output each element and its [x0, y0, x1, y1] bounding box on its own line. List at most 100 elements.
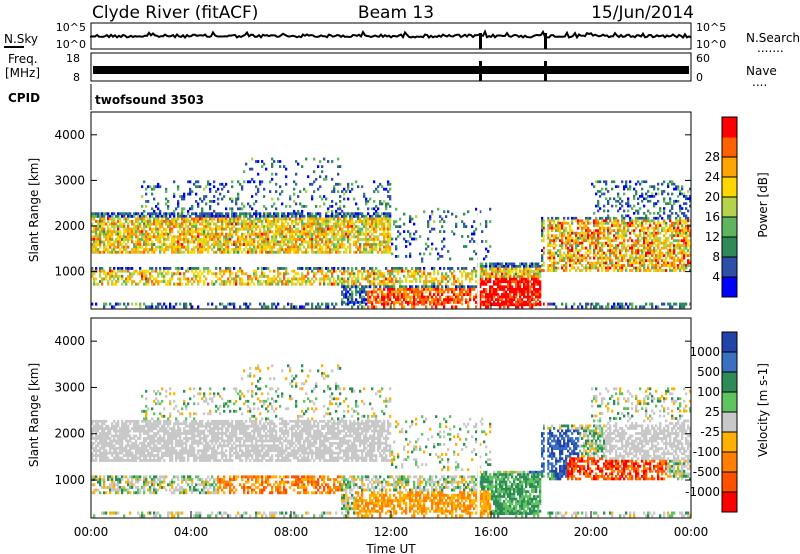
heatmap-cell — [289, 248, 292, 252]
heatmap-cell — [375, 238, 378, 241]
heatmap-cell — [637, 256, 640, 260]
heatmap-cell — [125, 238, 128, 241]
heatmap-cell — [167, 238, 170, 241]
heatmap-cell — [549, 249, 552, 252]
heatmap-cell — [319, 248, 322, 252]
heatmap-cell — [519, 280, 522, 284]
heatmap-cell — [139, 230, 142, 234]
heatmap-cell — [173, 248, 176, 252]
heatmap-cell — [485, 275, 488, 278]
heatmap-cell — [277, 217, 280, 221]
heatmap-cell — [137, 225, 140, 228]
heatmap-cell — [669, 246, 672, 250]
heatmap-cell — [353, 225, 356, 228]
heatmap-cell — [233, 248, 236, 252]
heatmap-cell — [119, 274, 122, 278]
heatmap-cell — [337, 240, 340, 244]
heatmap-cell — [175, 302, 178, 306]
heatmap-cell — [113, 282, 116, 286]
heatmap-cell — [603, 229, 606, 233]
heatmap-cell — [509, 267, 512, 271]
heatmap-cell — [265, 207, 268, 211]
heatmap-cell — [497, 272, 500, 276]
heatmap-cell — [463, 269, 466, 273]
heatmap-cell — [595, 244, 598, 247]
heatmap-cell — [685, 254, 688, 257]
heatmap-cell — [533, 282, 536, 286]
heatmap-cell — [239, 217, 242, 221]
heatmap-cell — [657, 231, 660, 235]
heatmap-cell — [607, 221, 610, 225]
heatmap-cell — [425, 305, 428, 309]
heatmap-cell — [633, 259, 636, 262]
heatmap-cell — [153, 220, 156, 223]
heatmap-cell — [359, 245, 362, 249]
heatmap-cell — [655, 261, 658, 265]
heatmap-cell — [643, 231, 646, 235]
heatmap-cell — [273, 232, 276, 236]
heatmap-cell — [235, 200, 238, 203]
heatmap-cell — [151, 187, 154, 191]
heatmap-cell — [603, 236, 606, 240]
heatmap-cell — [615, 246, 618, 250]
heatmap-cell — [627, 261, 630, 265]
date-title: 15/Jun/2014 — [591, 3, 694, 23]
heatmap-cell — [215, 190, 218, 193]
heatmap-cell — [671, 264, 674, 267]
heatmap-cell — [125, 212, 128, 216]
heatmap-cell — [347, 285, 350, 289]
heatmap-cell — [287, 217, 290, 221]
heatmap-cell — [491, 295, 494, 299]
heatmap-cell — [155, 205, 158, 208]
heatmap-cell — [573, 251, 576, 255]
heatmap-cell — [423, 269, 426, 273]
heatmap-cell — [389, 182, 392, 186]
heatmap-cell — [259, 245, 262, 249]
heatmap-cell — [255, 212, 258, 216]
heatmap-cell — [541, 224, 544, 228]
heatmap-cell — [283, 248, 286, 252]
heatmap-cell — [567, 216, 570, 220]
heatmap-cell — [621, 234, 624, 238]
heatmap-cell — [531, 305, 534, 309]
heatmap-cell — [255, 250, 258, 254]
heatmap-cell — [319, 212, 322, 216]
heatmap-cell — [115, 225, 118, 228]
heatmap-cell — [117, 250, 120, 254]
heatmap-cell — [259, 220, 262, 223]
heatmap-cell — [231, 225, 234, 228]
heatmap-cell — [275, 250, 278, 254]
heatmap-cell — [157, 238, 160, 241]
heatmap-cell — [683, 226, 686, 230]
heatmap-cell — [309, 217, 312, 221]
heatmap-cell — [615, 221, 618, 225]
heatmap-cell — [177, 217, 180, 221]
heatmap-cell — [355, 225, 358, 228]
heatmap-cell — [145, 280, 148, 283]
heatmap-cell — [313, 274, 316, 278]
heatmap-cell — [131, 250, 134, 254]
heatmap-cell — [373, 295, 376, 299]
heatmap-cell — [311, 277, 314, 281]
heatmap-cell — [601, 224, 604, 228]
heatmap-cell — [323, 282, 326, 286]
heatmap-cell — [553, 239, 556, 243]
heatmap-cell — [341, 267, 344, 270]
heatmap-cell — [499, 295, 502, 299]
heatmap-cell — [507, 265, 510, 268]
heatmap-cell — [349, 298, 352, 302]
heatmap-cell — [347, 220, 350, 223]
heatmap-cell — [397, 287, 400, 291]
heatmap-cell — [177, 187, 180, 191]
heatmap-cell — [377, 274, 380, 278]
heatmap-cell — [601, 221, 604, 225]
heatmap-cell — [675, 244, 678, 247]
heatmap-cell — [651, 226, 654, 230]
heatmap-cell — [415, 267, 418, 270]
heatmap-cell — [425, 285, 428, 289]
heatmap-cell — [279, 230, 282, 234]
heatmap-cell — [605, 254, 608, 257]
heatmap-cell — [279, 165, 282, 168]
heatmap-cell — [131, 248, 134, 252]
heatmap-cell — [389, 240, 392, 244]
